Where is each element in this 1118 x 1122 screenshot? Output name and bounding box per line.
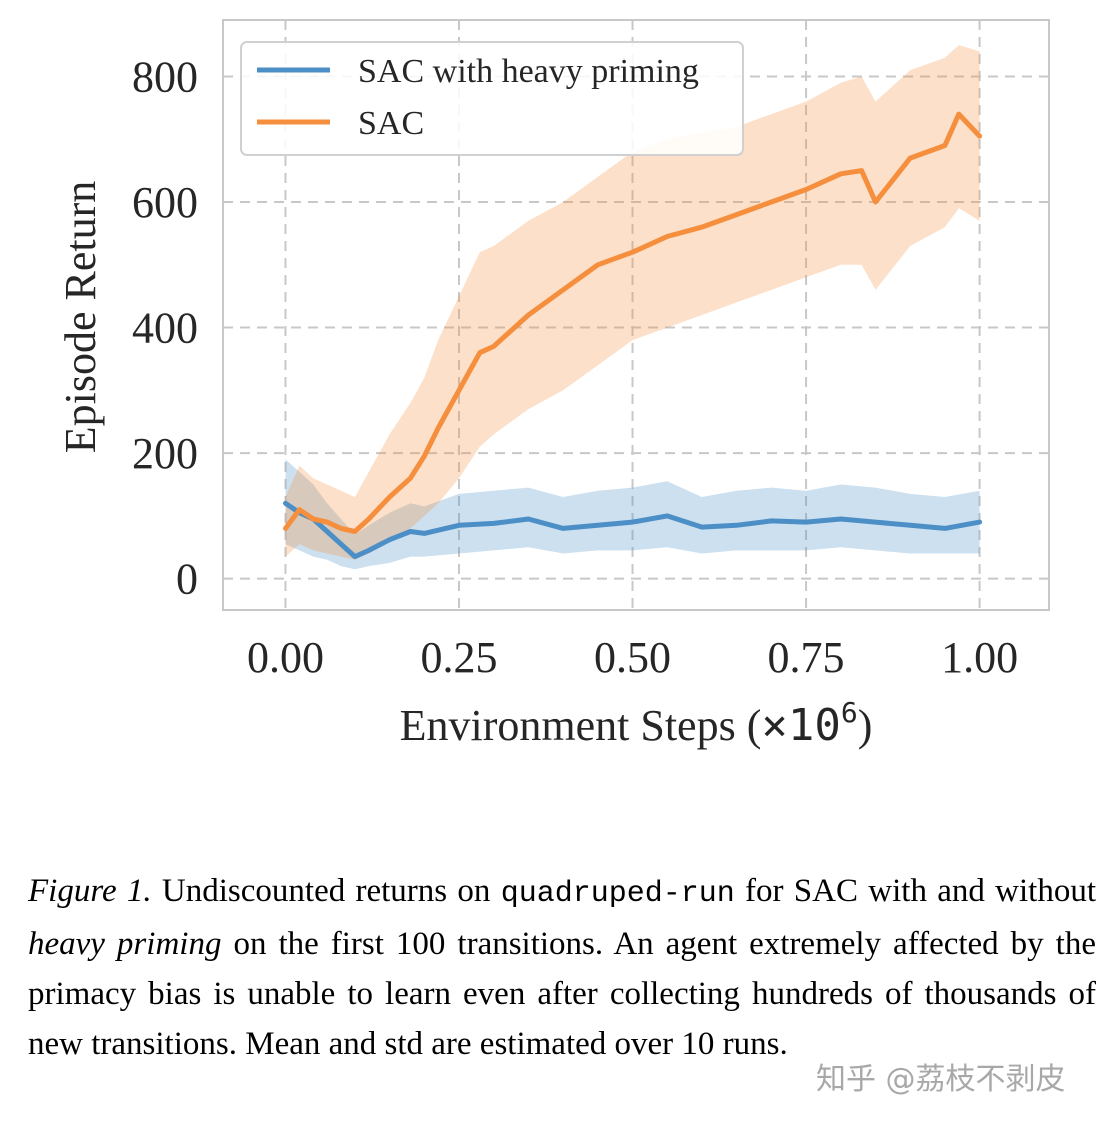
mean-line-series-0 (283, 500, 983, 560)
x-tick-label: 0.25 (421, 633, 498, 682)
x-tick-label: 0.50 (594, 633, 671, 682)
x-axis-label-exponent: 6 (841, 696, 858, 729)
x-tick-label: 0.00 (247, 633, 324, 682)
legend: SAC with heavy priming SAC (240, 41, 744, 156)
watermark: 知乎 @荔枝不剥皮 (816, 1062, 1066, 1097)
figure-label: Figure 1. (28, 873, 152, 909)
line-chart: 0 200 400 600 800 0.00 0.25 0.50 0.75 1.00 Episo… (56, 19, 1050, 751)
legend-box (240, 41, 744, 156)
y-tick-label: 800 (132, 52, 198, 101)
x-axis-label-text: Environment Steps ( (400, 701, 762, 750)
x-axis-label: Environment Steps (×106) (400, 696, 873, 751)
x-tick-label: 0.75 (768, 633, 845, 682)
std-band-series-1 (285, 45, 980, 560)
caption-code: quadruped-run (500, 877, 735, 911)
caption-text-2: for SAC with and without (734, 873, 1096, 909)
legend-label-sac: SAC (358, 105, 424, 142)
mean-line-series-1 (283, 111, 983, 534)
x-axis-label-close: ) (858, 701, 873, 750)
y-tick-labels: 0 200 400 600 800 (132, 52, 198, 603)
caption-text-3: on the first 100 transitions. An agent e… (28, 926, 1096, 1062)
figure-caption: Figure 1. Undiscounted returns on quadru… (28, 866, 1096, 1069)
y-tick-label: 0 (176, 555, 198, 604)
y-axis-label: Episode Return (56, 181, 105, 454)
x-axis-label-multiplier: ×10 (761, 700, 840, 751)
std-band-series-0 (285, 459, 980, 570)
y-tick-label: 600 (132, 178, 198, 227)
x-tick-label: 1.00 (941, 633, 1018, 682)
mean-lines (283, 111, 983, 560)
legend-label-sac-heavy-priming: SAC with heavy priming (358, 53, 699, 90)
caption-text-1: Undiscounted returns on (151, 873, 501, 909)
y-tick-label: 400 (132, 304, 198, 353)
caption-emphasis: heavy priming (28, 926, 222, 962)
x-tick-labels: 0.00 0.25 0.50 0.75 1.00 (247, 633, 1018, 682)
y-tick-label: 200 (132, 429, 198, 478)
std-bands (285, 45, 980, 570)
